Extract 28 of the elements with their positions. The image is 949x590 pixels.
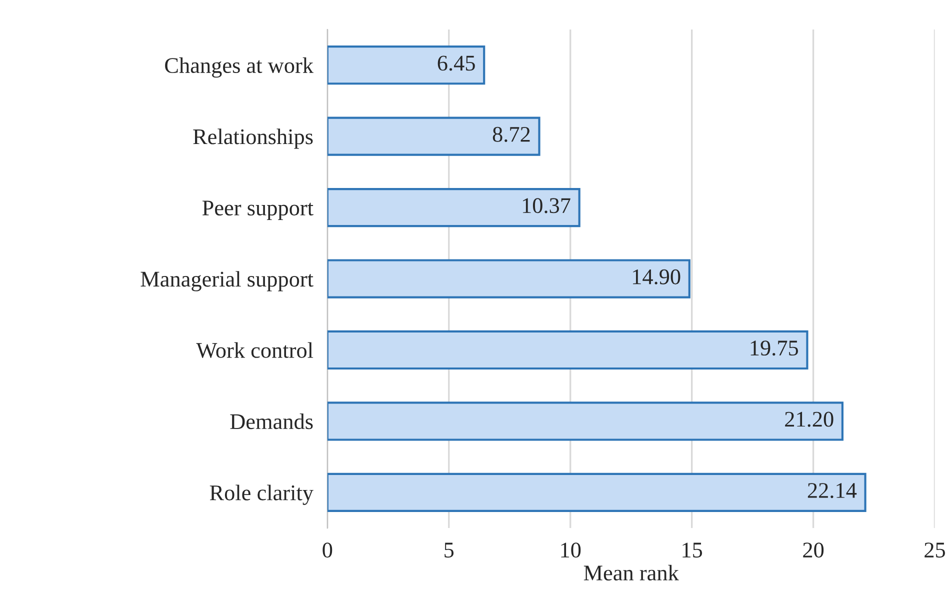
x-tick-label: 20	[803, 542, 824, 558]
data-label: 10.37	[522, 198, 570, 214]
bar	[327, 188, 580, 228]
x-tick-label: 10	[561, 542, 581, 558]
x-tick-label: 5	[444, 542, 454, 558]
data-label: 14.90	[633, 269, 680, 284]
x-tick-label: 25	[924, 542, 946, 558]
data-label: 22.14	[808, 483, 857, 498]
data-label: 21.20	[785, 412, 834, 427]
bar	[327, 46, 486, 85]
bar	[327, 259, 690, 298]
data-label: 6.45	[438, 56, 475, 71]
data-label: 8.72	[492, 126, 530, 142]
y-tick-label: Changes at work	[165, 57, 314, 78]
x-tick-label: 0	[322, 542, 332, 558]
y-tick-label: Peer support	[202, 200, 314, 220]
y-tick-label: Role clarity	[210, 484, 314, 505]
x-axis-title: Mean rank	[584, 564, 679, 581]
y-tick-label: Work control	[196, 342, 314, 358]
bar	[327, 116, 540, 156]
y-tick-label: Managerial support	[140, 271, 314, 292]
bar	[327, 402, 844, 441]
bar	[327, 472, 866, 512]
x-tick-label: 15	[682, 542, 702, 558]
y-tick-label: Relationships	[193, 128, 313, 149]
y-tick-label: Demands	[230, 414, 313, 430]
bar	[327, 330, 808, 370]
data-label: 19.75	[750, 340, 798, 356]
